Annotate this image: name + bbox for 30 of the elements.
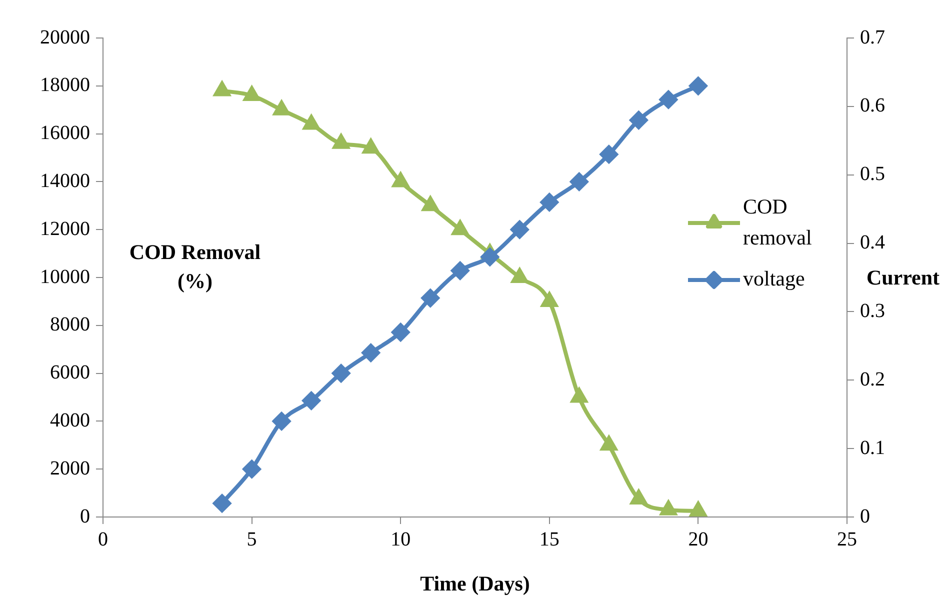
y2-tick-label: 0.6 (860, 94, 885, 117)
y2-tick-label: 0.7 (860, 26, 885, 48)
y-tick-label: 8000 (50, 314, 90, 336)
y2-tick-label: 0.2 (860, 368, 885, 390)
y-tick-label: 10000 (40, 266, 90, 288)
y2-tick-label: 0.5 (860, 163, 885, 186)
y-tick-label: 14000 (40, 170, 90, 192)
y-tick-label: 6000 (50, 362, 90, 384)
y2-tick-label: 0.4 (860, 232, 885, 254)
y2-tick-label: 0.1 (860, 436, 885, 459)
y-tick-label: 20000 (40, 26, 90, 48)
x-tick-label: 15 (539, 528, 560, 550)
x-tick-label: 20 (688, 528, 708, 550)
x-tick-label: 10 (390, 528, 411, 550)
y-tick-label: 18000 (40, 74, 90, 96)
x-tick-label: 25 (837, 528, 857, 550)
y-tick-label: 4000 (50, 409, 90, 432)
y2-axis-title: Current (866, 265, 940, 290)
legend-label: COD removal (743, 194, 812, 250)
y-tick-label: 16000 (40, 122, 90, 144)
y-tick-label: 0 (80, 505, 90, 528)
y-axis-title: COD Removal (%) (129, 240, 261, 293)
x-tick-label: 0 (98, 528, 108, 550)
y-tick-label: 2000 (50, 457, 90, 480)
legend-label: voltage (743, 266, 805, 291)
y2-tick-label: 0.3 (860, 300, 885, 322)
y-tick-label: 12000 (40, 218, 90, 240)
y2-tick-label: 0 (860, 505, 870, 528)
x-tick-label: 5 (246, 528, 257, 550)
x-axis-title: Time (Days) (420, 571, 530, 596)
